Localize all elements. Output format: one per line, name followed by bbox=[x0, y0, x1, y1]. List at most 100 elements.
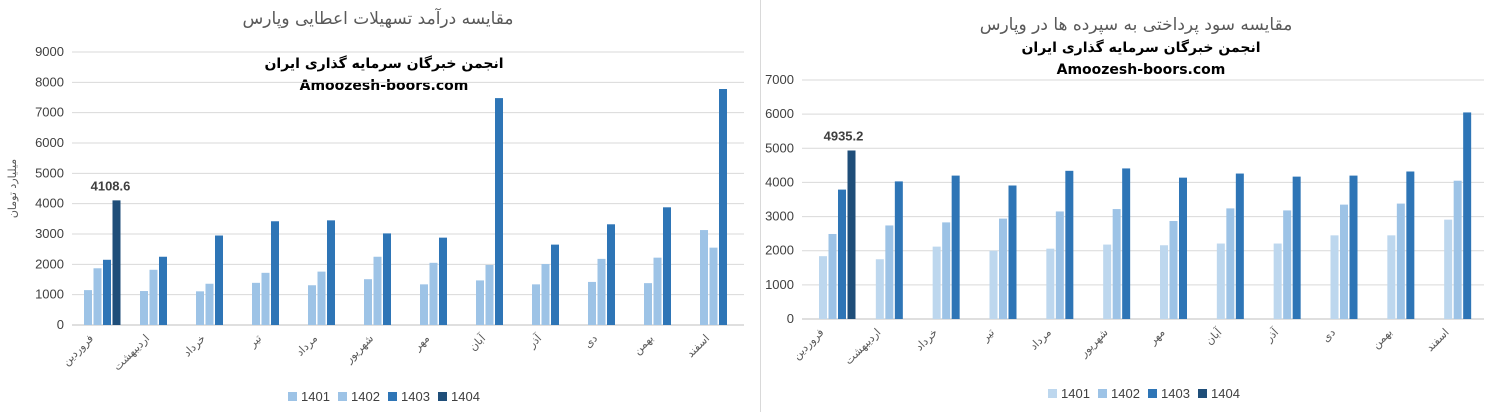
x-category-label: تیر bbox=[978, 326, 997, 345]
left-chart-panel: مقایسه درآمد تسهیلات اعطایی وپارس انجمن خ… bbox=[6, 7, 744, 404]
chart-title: مقایسه درآمد تسهیلات اعطایی وپارس bbox=[242, 7, 513, 29]
y-tick-label: 7000 bbox=[765, 72, 794, 87]
y-tick-label: 0 bbox=[787, 311, 794, 326]
y-tick-label: 5000 bbox=[35, 165, 64, 180]
x-category-label: اردیبهشت bbox=[842, 326, 883, 367]
bar-1401-7 bbox=[476, 280, 484, 325]
bar-1401-2 bbox=[932, 246, 941, 319]
bar-1403-5 bbox=[1122, 168, 1131, 319]
bar-1401-7 bbox=[1216, 243, 1225, 319]
y-tick-label: 7000 bbox=[35, 105, 64, 120]
bar-1403-2 bbox=[215, 235, 223, 325]
left-chart: مقایسه درآمد تسهیلات اعطایی وپارس انجمن خ… bbox=[6, 7, 744, 404]
bar-1403-3 bbox=[1008, 185, 1017, 319]
bar-1401-6 bbox=[420, 284, 428, 325]
x-category-label: مهر bbox=[1146, 326, 1168, 348]
bar-1401-0 bbox=[84, 290, 92, 325]
x-category-label: آذر bbox=[524, 331, 545, 352]
x-category-label: مرداد bbox=[293, 332, 320, 359]
watermark-line-1: انجمن خبرگان سرمایه گذاری ایران bbox=[1021, 39, 1260, 56]
x-category-label: خرداد bbox=[913, 326, 940, 353]
legend-swatch-1404 bbox=[1198, 389, 1207, 398]
bar-1402-0 bbox=[828, 233, 837, 319]
bar-1401-8 bbox=[1273, 243, 1282, 319]
watermark-line-1: انجمن خبرگان سرمایه گذاری ایران bbox=[264, 55, 503, 72]
bar-1403-7 bbox=[1235, 173, 1244, 319]
bar-1401-11 bbox=[1444, 219, 1453, 319]
bar-1401-2 bbox=[196, 291, 204, 325]
x-category-label: تیر bbox=[245, 332, 264, 351]
y-tick-label: 9000 bbox=[35, 44, 64, 59]
bar-1401-4 bbox=[1046, 248, 1055, 319]
legend-label: 1403 bbox=[1161, 386, 1190, 401]
right-chart-panel: مقایسه سود پرداختی به سپرده ها در وپارس ا… bbox=[762, 0, 1506, 412]
legend-label: 1401 bbox=[301, 389, 330, 404]
bar-1403-9 bbox=[607, 224, 615, 325]
x-category-label: بهمن bbox=[631, 332, 656, 357]
bar-1402-6 bbox=[1169, 221, 1178, 319]
bar-1402-3 bbox=[999, 218, 1007, 319]
bar-1402-4 bbox=[317, 271, 326, 325]
legend-label: 1402 bbox=[1111, 386, 1140, 401]
bar-1401-6 bbox=[1160, 245, 1168, 319]
bar-1403-4 bbox=[327, 220, 335, 325]
x-category-label: اسفند bbox=[684, 332, 712, 360]
bar-1402-1 bbox=[149, 269, 158, 325]
bar-1403-4 bbox=[1065, 170, 1074, 319]
bar-1402-2 bbox=[205, 283, 214, 325]
x-category-label: آذر bbox=[1261, 325, 1282, 346]
bar-1401-5 bbox=[1103, 244, 1112, 319]
legend-label: 1404 bbox=[1211, 386, 1240, 401]
x-category-label: فروردین bbox=[60, 332, 96, 368]
bar-1402-8 bbox=[541, 264, 550, 325]
bar-1401-1 bbox=[875, 259, 884, 319]
legend-swatch-1404 bbox=[438, 392, 447, 401]
legend-label: 1403 bbox=[401, 389, 430, 404]
x-category-label: اسفند bbox=[1423, 326, 1451, 354]
x-category-label: بهمن bbox=[1370, 326, 1395, 351]
y-tick-label: 3000 bbox=[765, 209, 794, 224]
bar-1402-11 bbox=[709, 247, 718, 325]
data-label: 4108.6 bbox=[91, 178, 131, 193]
x-category-label: دی bbox=[581, 332, 600, 351]
legend-label: 1402 bbox=[351, 389, 380, 404]
y-tick-label: 1000 bbox=[765, 277, 794, 292]
bar-1403-8 bbox=[551, 244, 559, 325]
bar-1402-10 bbox=[653, 257, 662, 325]
bar-1403-10 bbox=[663, 207, 671, 325]
panel-divider bbox=[760, 0, 761, 412]
y-tick-label: 8000 bbox=[35, 74, 64, 89]
y-tick-label: 2000 bbox=[765, 243, 794, 258]
bar-1402-4 bbox=[1055, 211, 1064, 319]
watermark-line-2: Amoozesh-boors.com bbox=[1057, 62, 1226, 78]
bar-1401-9 bbox=[1330, 235, 1339, 319]
x-category-label: دی bbox=[1319, 326, 1338, 345]
legend-swatch-1402 bbox=[338, 392, 347, 401]
bar-1402-11 bbox=[1453, 180, 1462, 319]
bar-1404-0 bbox=[112, 200, 121, 325]
chart-title: مقایسه سود پرداختی به سپرده ها در وپارس bbox=[980, 15, 1293, 35]
right-chart: مقایسه سود پرداختی به سپرده ها در وپارس ا… bbox=[765, 15, 1484, 401]
y-axis-label: میلیارد تومان bbox=[6, 159, 19, 218]
bar-1402-10 bbox=[1396, 203, 1405, 319]
x-category-label: شهریور bbox=[1076, 326, 1110, 360]
bar-1401-10 bbox=[1387, 235, 1396, 319]
bar-1401-3 bbox=[989, 250, 998, 319]
x-category-label: شهریور bbox=[342, 332, 376, 366]
bar-1403-0 bbox=[103, 259, 111, 325]
y-tick-label: 2000 bbox=[35, 256, 64, 271]
bar-1401-8 bbox=[532, 284, 540, 325]
bar-1401-1 bbox=[140, 291, 148, 325]
legend-swatch-1401 bbox=[288, 392, 297, 401]
bar-1403-11 bbox=[1463, 112, 1472, 319]
bar-1403-1 bbox=[159, 256, 167, 325]
legend-swatch-1403 bbox=[1148, 389, 1157, 398]
bar-1402-7 bbox=[1226, 208, 1235, 319]
bar-1402-8 bbox=[1283, 210, 1292, 319]
bar-1401-0 bbox=[819, 256, 827, 319]
bar-1403-11 bbox=[719, 89, 727, 325]
x-category-label: فروردین bbox=[790, 326, 826, 362]
bar-1402-2 bbox=[942, 222, 951, 319]
y-tick-label: 3000 bbox=[35, 226, 64, 241]
legend-label: 1404 bbox=[451, 389, 480, 404]
